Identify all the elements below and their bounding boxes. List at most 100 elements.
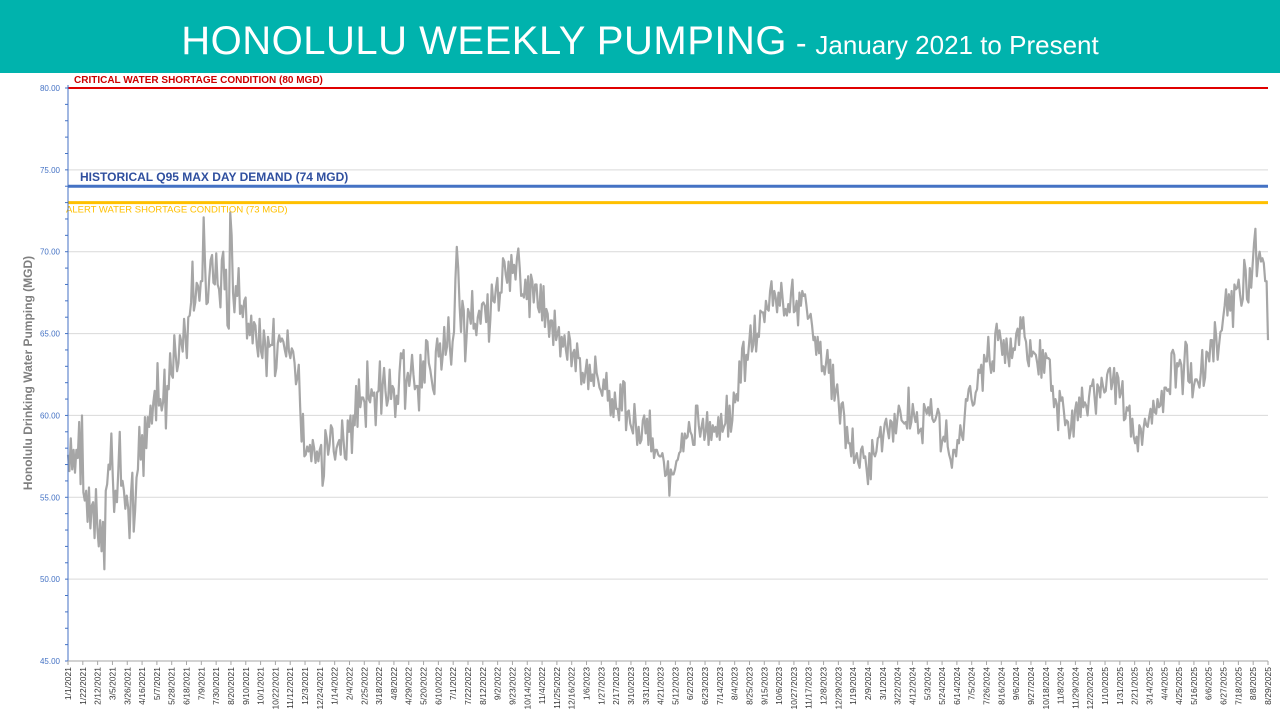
x-tick-label: 7/22/2022 [463, 667, 473, 705]
x-tick-label: 9/2/2022 [493, 667, 503, 700]
x-tick-label: 4/16/2021 [137, 667, 147, 705]
x-tick-label: 4/21/2023 [656, 667, 666, 705]
y-tick-label: 55.00 [40, 493, 61, 502]
x-tick-label: 4/12/2024 [907, 667, 917, 705]
x-tick-label: 1/27/2023 [596, 667, 606, 705]
x-tick-label: 7/14/2023 [715, 667, 725, 705]
x-tick-label: 1/1/2021 [63, 667, 73, 700]
x-tick-label: 11/8/2024 [1056, 667, 1066, 704]
x-tick-label: 1/22/2021 [78, 667, 88, 705]
x-tick-label: 8/25/2023 [745, 667, 755, 705]
series-line-pumping [66, 211, 1270, 571]
x-tick-label: 2/9/2024 [863, 667, 873, 700]
x-tick-label: 11/29/2024 [1070, 667, 1080, 709]
x-tick-label: 2/12/2021 [93, 667, 103, 705]
x-tick-label: 6/10/2022 [433, 667, 443, 705]
x-tick-label: 8/16/2024 [996, 667, 1006, 705]
x-tick-label: 1/19/2024 [848, 667, 858, 705]
y-tick-label: 45.00 [40, 657, 61, 666]
y-tick-label: 80.00 [40, 84, 61, 93]
x-tick-label: 5/24/2024 [937, 667, 947, 705]
reference-line-label: HISTORICAL Q95 MAX DAY DEMAND (74 MGD) [80, 170, 348, 184]
x-tick-label: 7/1/2022 [448, 667, 458, 700]
title-main: HONOLULU WEEKLY PUMPING [181, 19, 787, 63]
y-tick-labels: 45.00 50.00 55.00 60.00 65.00 70.00 75.00 80.00 [40, 84, 61, 666]
reference-line-label: ALERT WATER SHORTAGE CONDITION (73 MGD) [66, 205, 288, 216]
x-tick-label: 12/8/2023 [819, 667, 829, 705]
x-tick-label: 9/10/2021 [241, 667, 251, 705]
x-tick-label: 8/8/2025 [1248, 667, 1258, 700]
y-tick-label: 65.00 [40, 330, 61, 339]
x-tick-label: 2/4/2022 [345, 667, 355, 700]
x-tick-label: 3/5/2021 [107, 667, 117, 700]
y-tick-label: 60.00 [40, 411, 61, 420]
y-tick-label: 50.00 [40, 575, 61, 584]
x-tick-label: 9/27/2024 [1026, 667, 1036, 705]
x-tick-label: 12/16/2022 [567, 667, 577, 710]
x-tick-label: 6/27/2025 [1219, 667, 1229, 705]
x-tick-label: 3/10/2023 [626, 667, 636, 705]
x-tick-label: 7/18/2025 [1233, 667, 1243, 705]
x-tick-label: 3/1/2024 [878, 667, 888, 700]
x-tick-label: 1/10/2025 [1100, 667, 1110, 705]
x-tick-label: 3/14/2025 [1145, 667, 1155, 705]
x-tick-label: 6/6/2025 [1204, 667, 1214, 700]
x-tick-label: 3/31/2023 [641, 667, 651, 705]
title-subtitle: January 2021 to Present [815, 30, 1099, 60]
x-tick-label: 9/6/2024 [1011, 667, 1021, 700]
x-tick-label: 1/14/2022 [330, 667, 340, 705]
x-tick-label: 5/20/2022 [419, 667, 429, 705]
x-tick-label: 10/6/2023 [774, 667, 784, 705]
x-tick-label: 8/12/2022 [478, 667, 488, 705]
x-tick-label: 4/25/2025 [1174, 667, 1184, 705]
axes [65, 85, 1268, 662]
x-tick-label: 12/20/2024 [1085, 667, 1095, 710]
x-tick-label: 3/26/2021 [122, 667, 132, 705]
x-tick-label: 4/4/2025 [1159, 667, 1169, 700]
x-tick-labels: 1/1/2021 1/22/2021 2/12/2021 3/5/2021 3/26/2… [63, 661, 1273, 710]
x-tick-label: 8/29/2025 [1263, 667, 1273, 705]
title-separator: - [786, 25, 816, 61]
x-tick-label: 5/28/2021 [167, 667, 177, 705]
x-tick-label: 2/17/2023 [611, 667, 621, 705]
x-tick-label: 5/16/2025 [1189, 667, 1199, 705]
x-tick-label: 10/1/2021 [256, 667, 266, 705]
x-tick-label: 8/20/2021 [226, 667, 236, 705]
x-tick-label: 8/4/2023 [730, 667, 740, 700]
x-tick-label: 5/7/2021 [152, 667, 162, 700]
x-tick-label: 7/30/2021 [211, 667, 221, 705]
x-tick-label: 6/18/2021 [182, 667, 192, 705]
x-tick-label: 7/5/2024 [967, 667, 977, 700]
reference-line-label: CRITICAL WATER SHORTAGE CONDITION (80 MG… [74, 75, 323, 86]
x-tick-label: 9/15/2023 [759, 667, 769, 705]
x-tick-label: 12/3/2021 [300, 667, 310, 705]
x-tick-label: 5/12/2023 [670, 667, 680, 705]
page-title: HONOLULU WEEKLY PUMPING - January 2021 t… [0, 0, 1280, 73]
x-tick-label: 12/29/2023 [833, 667, 843, 710]
x-tick-label: 4/29/2022 [404, 667, 414, 705]
x-tick-label: 12/24/2021 [315, 667, 325, 710]
x-tick-label: 11/4/2022 [537, 667, 547, 704]
y-axis-label: Honolulu Drinking Water Pumping (MGD) [21, 256, 35, 490]
x-tick-label: 1/31/2025 [1115, 667, 1125, 705]
x-tick-label: 11/12/2021 [285, 667, 295, 709]
x-tick-label: 7/9/2021 [196, 667, 206, 700]
x-tick-label: 10/27/2023 [789, 667, 799, 710]
x-tick-label: 11/17/2023 [804, 667, 814, 709]
pumping-line-chart: CRITICAL WATER SHORTAGE CONDITION (80 MG… [21, 75, 1273, 710]
x-tick-label: 10/22/2021 [270, 667, 280, 710]
title-bar [0, 0, 1280, 73]
x-tick-label: 9/23/2022 [507, 667, 517, 705]
x-tick-label: 4/8/2022 [389, 667, 399, 700]
x-tick-label: 10/14/2022 [522, 667, 532, 710]
x-tick-label: 5/3/2024 [922, 667, 932, 700]
x-tick-label: 2/25/2022 [359, 667, 369, 705]
reference-lines: CRITICAL WATER SHORTAGE CONDITION (80 MG… [66, 75, 1268, 216]
x-tick-label: 2/21/2025 [1130, 667, 1140, 705]
x-tick-label: 3/18/2022 [374, 667, 384, 705]
y-tick-label: 70.00 [40, 248, 61, 257]
x-tick-label: 1/6/2023 [582, 667, 592, 700]
x-tick-label: 3/22/2024 [893, 667, 903, 705]
x-tick-label: 6/2/2023 [685, 667, 695, 700]
x-tick-label: 7/26/2024 [982, 667, 992, 705]
